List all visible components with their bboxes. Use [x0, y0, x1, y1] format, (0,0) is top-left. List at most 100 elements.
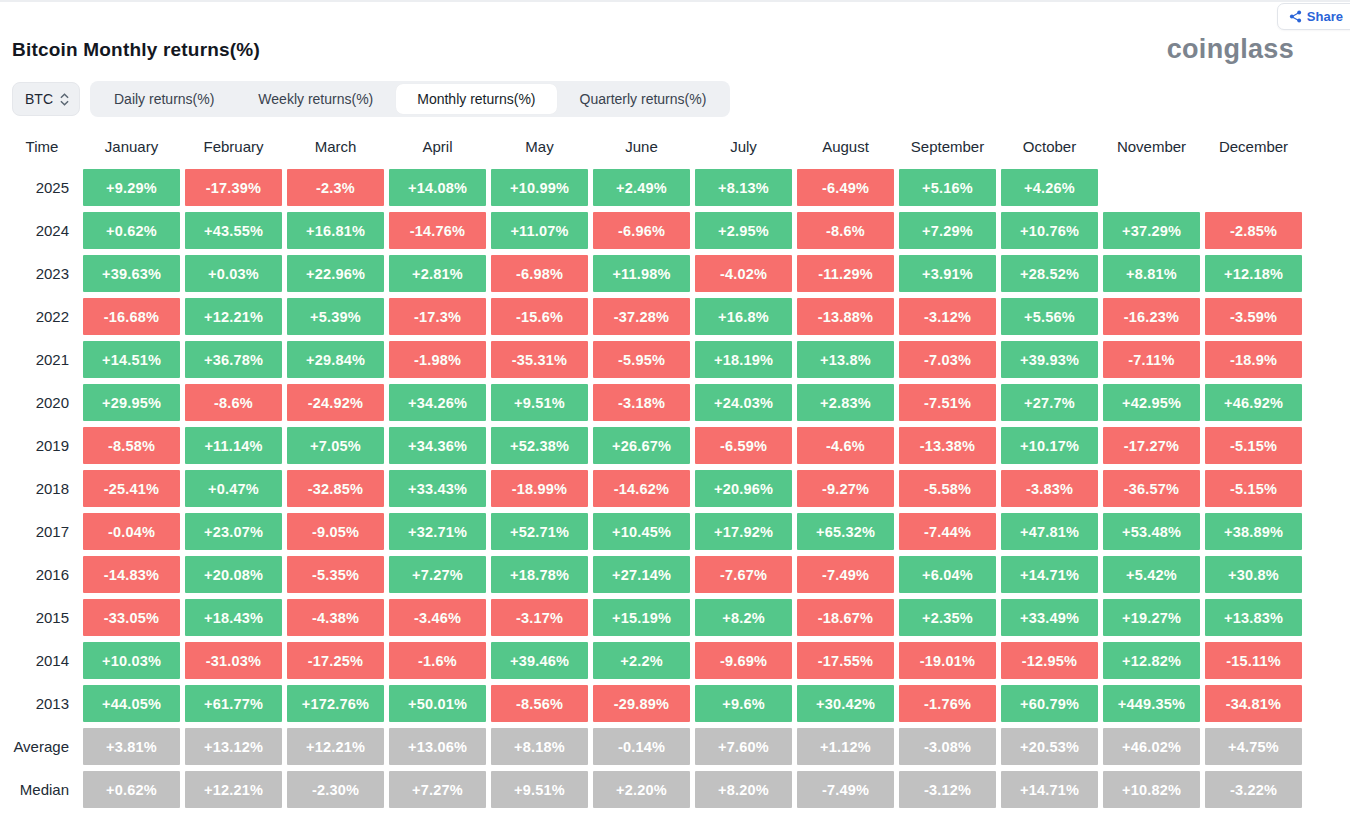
- return-cell: -18.67%: [797, 599, 894, 636]
- return-cell: +2.49%: [593, 169, 690, 206]
- column-header-month: October: [1001, 131, 1098, 161]
- tab-weekly[interactable]: Weekly returns(%): [237, 84, 394, 114]
- column-header-month: July: [695, 131, 792, 161]
- return-cell: -0.04%: [83, 513, 180, 550]
- return-cell: +29.95%: [83, 384, 180, 421]
- return-cell: +11.14%: [185, 427, 282, 464]
- return-cell: +7.29%: [899, 212, 996, 249]
- return-cell: +7.27%: [389, 556, 486, 593]
- return-cell: -36.57%: [1103, 470, 1200, 507]
- return-cell: -15.11%: [1205, 642, 1302, 679]
- tab-daily[interactable]: Daily returns(%): [93, 84, 235, 114]
- return-cell: +0.62%: [83, 212, 180, 249]
- return-cell: +449.35%: [1103, 685, 1200, 722]
- return-cell: +9.29%: [83, 169, 180, 206]
- row-label: 2022: [6, 298, 78, 335]
- return-cell: -19.01%: [899, 642, 996, 679]
- return-cell: +24.03%: [695, 384, 792, 421]
- share-button[interactable]: Share: [1277, 3, 1350, 30]
- return-cell: +20.53%: [1001, 728, 1098, 765]
- column-header-month: December: [1205, 131, 1302, 161]
- share-label: Share: [1307, 9, 1343, 24]
- return-cell: -17.55%: [797, 642, 894, 679]
- coinglass-logo: coinglass: [1167, 34, 1294, 65]
- return-cell: -15.6%: [491, 298, 588, 335]
- returns-table: TimeJanuaryFebruaryMarchAprilMayJuneJuly…: [6, 131, 1350, 808]
- return-cell: +0.47%: [185, 470, 282, 507]
- return-cell: +61.77%: [185, 685, 282, 722]
- return-cell: -7.67%: [695, 556, 792, 593]
- return-cell: +14.08%: [389, 169, 486, 206]
- row-label: 2019: [6, 427, 78, 464]
- return-cell: +8.13%: [695, 169, 792, 206]
- return-cell: +5.56%: [1001, 298, 1098, 335]
- return-cell: -17.39%: [185, 169, 282, 206]
- return-cell: -7.44%: [899, 513, 996, 550]
- return-cell: -9.05%: [287, 513, 384, 550]
- return-cell: -7.11%: [1103, 341, 1200, 378]
- return-cell: +34.36%: [389, 427, 486, 464]
- return-cell: +172.76%: [287, 685, 384, 722]
- return-cell: -5.15%: [1205, 427, 1302, 464]
- return-cell: -8.6%: [797, 212, 894, 249]
- return-cell: +53.48%: [1103, 513, 1200, 550]
- return-cell: +14.71%: [1001, 771, 1098, 808]
- return-cell: +23.07%: [185, 513, 282, 550]
- return-cell: -6.96%: [593, 212, 690, 249]
- return-cell: -24.92%: [287, 384, 384, 421]
- tab-quarterly[interactable]: Quarterly returns(%): [559, 84, 728, 114]
- return-cell: +30.42%: [797, 685, 894, 722]
- return-cell: +52.38%: [491, 427, 588, 464]
- return-cell: +4.26%: [1001, 169, 1098, 206]
- return-cell: [1205, 169, 1302, 206]
- controls-bar: BTC Daily returns(%)Weekly returns(%)Mon…: [12, 81, 1350, 117]
- row-label: 2021: [6, 341, 78, 378]
- return-cell: +2.81%: [389, 255, 486, 292]
- return-cell: +47.81%: [1001, 513, 1098, 550]
- row-label: Median: [6, 771, 78, 808]
- row-label: 2025: [6, 169, 78, 206]
- return-cell: -8.6%: [185, 384, 282, 421]
- return-cell: +20.08%: [185, 556, 282, 593]
- column-header-time: Time: [6, 131, 78, 161]
- return-cell: +5.42%: [1103, 556, 1200, 593]
- return-cell: +2.20%: [593, 771, 690, 808]
- return-cell: +46.92%: [1205, 384, 1302, 421]
- return-cell: +14.71%: [1001, 556, 1098, 593]
- return-cell: +7.60%: [695, 728, 792, 765]
- row-label: 2015: [6, 599, 78, 636]
- column-header-month: November: [1103, 131, 1200, 161]
- return-cell: +9.51%: [491, 384, 588, 421]
- return-cell: -6.49%: [797, 169, 894, 206]
- return-cell: +39.93%: [1001, 341, 1098, 378]
- return-cell: +0.03%: [185, 255, 282, 292]
- return-cell: -4.6%: [797, 427, 894, 464]
- row-label: 2016: [6, 556, 78, 593]
- return-cell: -3.83%: [1001, 470, 1098, 507]
- return-cell: +10.82%: [1103, 771, 1200, 808]
- return-cell: -9.69%: [695, 642, 792, 679]
- return-cell: -7.49%: [797, 556, 894, 593]
- return-cell: +11.98%: [593, 255, 690, 292]
- row-label: 2013: [6, 685, 78, 722]
- return-cell: +2.95%: [695, 212, 792, 249]
- return-cell: +38.89%: [1205, 513, 1302, 550]
- return-cell: +1.12%: [797, 728, 894, 765]
- return-cell: -5.95%: [593, 341, 690, 378]
- coin-selector[interactable]: BTC: [12, 82, 80, 116]
- return-cell: +8.81%: [1103, 255, 1200, 292]
- tab-monthly[interactable]: Monthly returns(%): [396, 84, 556, 114]
- return-cell: -16.68%: [83, 298, 180, 335]
- return-cell: +18.43%: [185, 599, 282, 636]
- return-cell: +0.62%: [83, 771, 180, 808]
- return-cell: -7.03%: [899, 341, 996, 378]
- return-cell: +37.29%: [1103, 212, 1200, 249]
- return-cell: -33.05%: [83, 599, 180, 636]
- return-cell: +36.78%: [185, 341, 282, 378]
- return-cell: +3.81%: [83, 728, 180, 765]
- return-cell: +43.55%: [185, 212, 282, 249]
- return-cell: -17.25%: [287, 642, 384, 679]
- return-cell: +8.2%: [695, 599, 792, 636]
- return-cell: -9.27%: [797, 470, 894, 507]
- return-cell: -17.27%: [1103, 427, 1200, 464]
